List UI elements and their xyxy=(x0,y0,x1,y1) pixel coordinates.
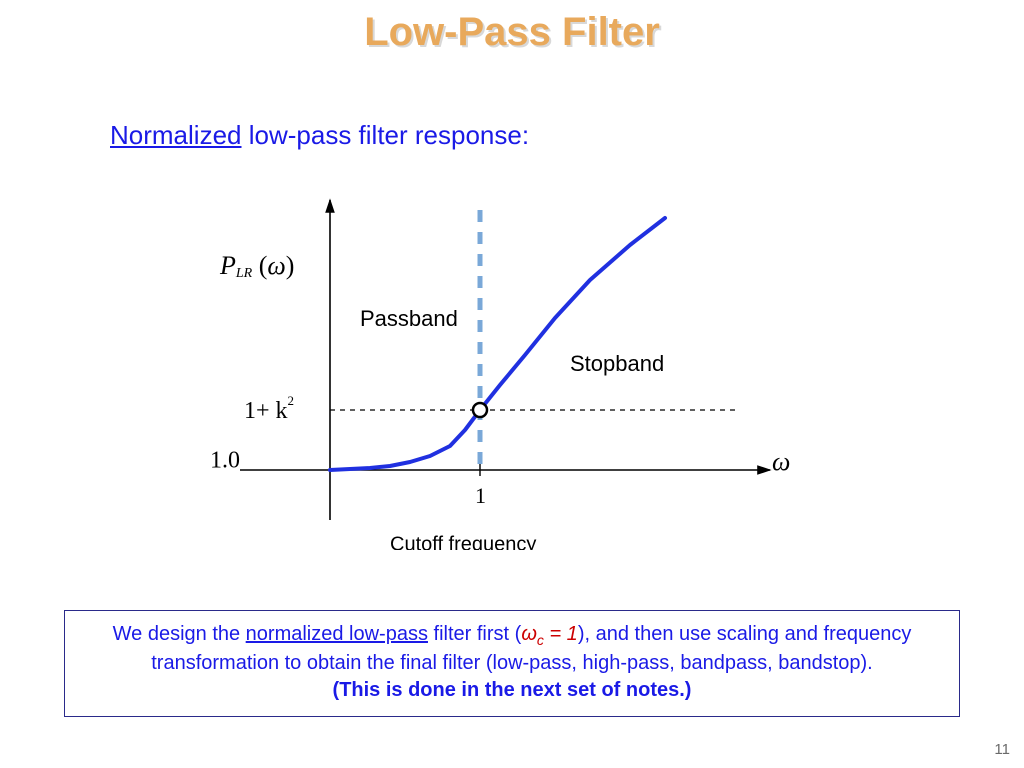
filter-response-chart: PLR (ω) Passband Stopband 1+ k21.0 1 ω Cutoff … xyxy=(180,190,800,550)
design-note-box: We design the normalized low-pass filter… xyxy=(64,610,960,717)
subtitle-rest: low-pass filter response: xyxy=(242,120,530,150)
svg-text:1+ k2: 1+ k2 xyxy=(244,393,294,424)
svg-text:Stopband: Stopband xyxy=(570,351,664,376)
svg-text:ω: ω xyxy=(772,447,790,476)
svg-text:1: 1 xyxy=(475,483,486,508)
note-omega-c: ωc = 1 xyxy=(521,623,578,645)
note-line3: (This is done in the next set of notes.) xyxy=(333,679,692,701)
chart-svg: PLR (ω) Passband Stopband 1+ k21.0 1 ω Cutoff … xyxy=(180,190,800,550)
note-line1b: normalized low-pass xyxy=(246,623,428,645)
note-line1d: ), and then use scaling and frequency xyxy=(578,623,912,645)
subtitle-underlined: Normalized xyxy=(110,120,242,150)
page-title: Low-Pass Filter xyxy=(0,10,1024,55)
svg-text:PLR (ω): PLR (ω) xyxy=(219,251,294,281)
note-line1a: We design the xyxy=(113,623,246,645)
page-number: 11 xyxy=(994,741,1010,758)
subtitle: Normalized low-pass filter response: xyxy=(110,120,529,151)
svg-text:1.0: 1.0 xyxy=(210,448,240,474)
svg-text:Cutoff frequency: Cutoff frequency xyxy=(390,533,536,550)
note-line2: transformation to obtain the final filte… xyxy=(151,652,873,674)
note-line1c: filter first ( xyxy=(428,623,521,645)
svg-text:Passband: Passband xyxy=(360,306,458,331)
